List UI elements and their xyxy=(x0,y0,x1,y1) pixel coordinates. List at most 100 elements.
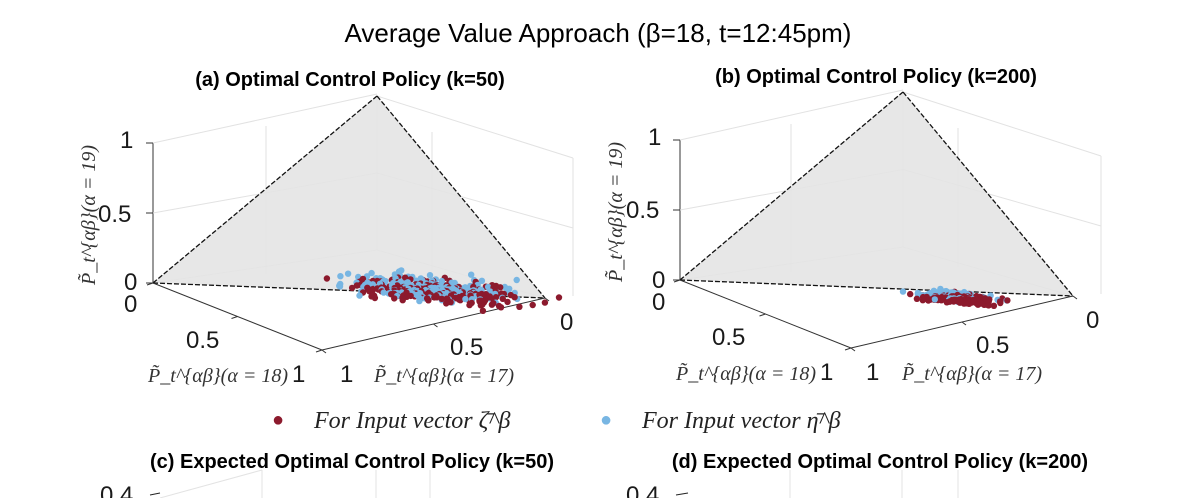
panel-a-z-tick-0: 0 xyxy=(124,269,137,296)
scatter-point-zeta xyxy=(990,302,998,309)
scatter-point-zeta xyxy=(466,301,473,309)
scatter-point-zeta xyxy=(504,298,511,306)
panel-a-x-tick-1: 1 xyxy=(292,361,305,388)
panel-a-y-tick-05: 0.5 xyxy=(450,334,483,361)
legend-label-eta: For Input vector η̄^β xyxy=(641,408,841,434)
scatter-point-zeta xyxy=(919,297,926,304)
scatter-point-eta xyxy=(380,289,387,296)
panel-c-y-tick-04: 0.4 xyxy=(100,482,133,498)
scatter-point-zeta xyxy=(516,303,523,310)
scatter-point-zeta xyxy=(371,294,379,302)
scatter-point-zeta xyxy=(541,299,549,306)
scatter-point-zeta xyxy=(913,295,921,302)
panel-b-y-tick-1: 1 xyxy=(866,359,879,386)
scatter-point-zeta xyxy=(425,297,432,304)
panel-c: (c) Expected Optimal Control Policy (k=5… xyxy=(100,451,554,498)
scatter-point-eta xyxy=(462,295,469,303)
scatter-point-eta xyxy=(344,270,352,277)
x-tick-mark xyxy=(231,316,238,319)
scatter-point-eta xyxy=(368,269,375,277)
panel-b-xlabel: P̃_t^{αβ}(α = 18) xyxy=(675,362,816,385)
panel-b-title: (b) Optimal Control Policy (k=200) xyxy=(715,66,1037,88)
y-tick-mark xyxy=(433,323,438,328)
panel-a-xlabel: P̃_t^{αβ}(α = 18) xyxy=(147,364,288,387)
scatter-point-zeta xyxy=(443,300,450,307)
panel-a-zlabel: P̃_t^{αβ}(α = 19) xyxy=(77,145,100,286)
panel-b-y-tick-0: 0 xyxy=(1086,307,1099,334)
scatter-point-zeta xyxy=(433,292,440,300)
scatter-point-eta xyxy=(356,292,363,299)
scatter-point-zeta xyxy=(511,294,518,301)
panel-a-ylabel: P̃_t^{αβ}(α = 17) xyxy=(373,364,514,387)
x-tick-mark xyxy=(759,313,766,317)
scatter-point-eta xyxy=(931,296,938,303)
panel-b-plot xyxy=(673,89,1102,352)
scatter-point-zeta xyxy=(997,299,1004,307)
panel-a-plot xyxy=(146,93,574,354)
scatter-point-eta xyxy=(513,276,520,284)
panel-a: (a) Optimal Control Policy (k=50) 1 0.5 … xyxy=(77,69,574,388)
y-tick-mark xyxy=(961,321,967,326)
panel-a-y-tick-1: 1 xyxy=(340,361,353,388)
panel-b-x-tick-05: 0.5 xyxy=(712,324,745,351)
panel-b-x-tick-0: 0 xyxy=(652,289,665,316)
panel-b-y-tick-05: 0.5 xyxy=(976,332,1009,359)
simplex-surface xyxy=(680,92,1073,296)
scatter-point-eta xyxy=(426,272,434,279)
scatter-point-eta xyxy=(336,283,344,290)
scatter-point-zeta xyxy=(366,288,373,295)
back-wall-edge xyxy=(902,91,1102,157)
panel-a-z-tick-05: 0.5 xyxy=(98,201,131,228)
legend-marker-zeta: ● xyxy=(272,409,284,431)
panel-d-gridlines xyxy=(789,470,959,498)
scatter-point-zeta xyxy=(488,301,496,308)
scatter-point-zeta xyxy=(939,295,946,303)
scatter-point-eta xyxy=(416,297,423,305)
simplex-edge xyxy=(902,91,1074,297)
scatter-point-zeta xyxy=(946,298,954,305)
panel-c-title: (c) Expected Optimal Control Policy (k=5… xyxy=(150,451,554,473)
panel-b-zlabel: P̃_t^{αβ}(α = 19) xyxy=(604,142,627,283)
scatter-point-zeta xyxy=(974,301,982,308)
simplex-edge xyxy=(679,279,1074,297)
scatter-point-zeta xyxy=(1004,297,1011,304)
panel-c-gridline xyxy=(159,469,263,498)
panel-a-z-tick-1: 1 xyxy=(120,127,133,154)
scatter-point-eta xyxy=(478,277,486,284)
scatter-point-zeta xyxy=(499,295,506,302)
panel-b-x-tick-1: 1 xyxy=(820,359,833,386)
scatter-point-zeta xyxy=(962,300,970,307)
scatter-point-eta xyxy=(337,273,344,280)
simplex-surface xyxy=(153,96,545,298)
back-wall-edge xyxy=(376,95,574,159)
scatter-point-zeta xyxy=(479,301,486,308)
scatter-point-zeta xyxy=(391,295,398,302)
scatter-point-zeta xyxy=(925,297,932,304)
scatter-point-zeta xyxy=(555,294,563,301)
y-tick-mark xyxy=(850,347,856,352)
panel-b: (b) Optimal Control Policy (k=200) 1 0.5… xyxy=(604,66,1102,386)
legend-marker-eta: ● xyxy=(600,409,612,431)
scatter-point-zeta xyxy=(438,295,445,302)
panel-b-ylabel: P̃_t^{αβ}(α = 17) xyxy=(901,362,1042,385)
panel-d-axis xyxy=(675,492,689,496)
panel-d: (d) Expected Optimal Control Policy (k=2… xyxy=(626,451,1088,498)
scatter-point-zeta xyxy=(479,307,487,314)
back-wall-edge xyxy=(679,89,904,141)
panel-a-x-tick-0: 0 xyxy=(124,291,137,318)
scatter-point-eta xyxy=(398,267,405,274)
y-tick-mark xyxy=(544,297,550,302)
panel-c-gridlines xyxy=(159,469,431,498)
scatter-point-eta xyxy=(468,271,475,278)
scatter-point-zeta xyxy=(399,294,406,301)
panel-b-z-tick-05: 0.5 xyxy=(626,197,659,224)
scatter-point-eta xyxy=(899,288,907,295)
scatter-point-zeta xyxy=(529,301,536,309)
scatter-point-zeta xyxy=(907,290,914,298)
scatter-point-zeta xyxy=(497,304,505,311)
legend-label-zeta: For Input vector ζ̄^β xyxy=(313,408,510,434)
scatter-point-zeta xyxy=(348,284,356,292)
simplex-edge xyxy=(376,95,546,299)
y-tick-mark xyxy=(1072,295,1078,300)
